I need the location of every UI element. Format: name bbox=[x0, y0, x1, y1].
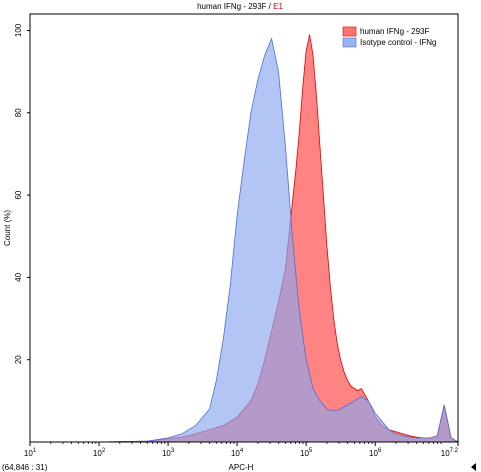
y-tick-label: 80 bbox=[14, 108, 23, 117]
legend-label-isotype: Isotype control - IFNg bbox=[360, 38, 436, 47]
legend: human IFNg - 293F Isotype control - IFNg bbox=[342, 26, 436, 48]
y-tick-label: 60 bbox=[14, 190, 23, 199]
chart-title: human IFNg - 293F / E1 bbox=[197, 2, 283, 11]
x-tick-label: 103 bbox=[162, 448, 175, 458]
x-tick-label: 107.2 bbox=[441, 448, 459, 458]
y-axis-ticks: 20 40 60 80 100 bbox=[14, 23, 30, 364]
x-tick-label: 104 bbox=[231, 448, 244, 458]
legend-swatch-human-ifng bbox=[342, 26, 357, 37]
legend-label-human-ifng: human IFNg - 293F bbox=[360, 27, 429, 36]
x-tick-label: 101 bbox=[24, 448, 37, 458]
y-tick-label: 40 bbox=[14, 272, 23, 281]
y-tick-label: 100 bbox=[14, 23, 23, 37]
x-tick-label: 106 bbox=[369, 448, 382, 458]
scroll-left-arrow[interactable] bbox=[471, 463, 476, 471]
x-tick-label: 102 bbox=[93, 448, 106, 458]
x-axis-ticks: 101 102 103 104 105 106 107.2 bbox=[24, 442, 459, 458]
chart-title-separator: / bbox=[266, 2, 273, 11]
chart-title-gate: E1 bbox=[273, 2, 283, 11]
x-tick-label: 105 bbox=[300, 448, 313, 458]
chart-title-main: human IFNg - 293F bbox=[197, 2, 266, 11]
series-layer bbox=[30, 34, 460, 443]
x-axis-label: APC-H bbox=[229, 463, 254, 472]
y-axis-label: Count (%) bbox=[3, 210, 12, 246]
y-tick-label: 20 bbox=[14, 355, 23, 364]
legend-swatch-isotype bbox=[342, 37, 357, 48]
plot-frame bbox=[29, 13, 459, 443]
series-area-1 bbox=[30, 37, 460, 443]
coordinate-readout: (64,846 : 31) bbox=[2, 463, 48, 472]
